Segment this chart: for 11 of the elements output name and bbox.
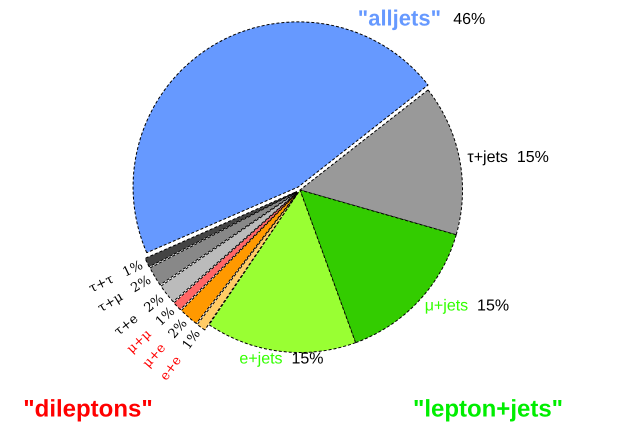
- data-label: 15%: [477, 298, 510, 315]
- slice-label: μ+jets: [424, 298, 468, 315]
- slice-label: "alljets": [358, 6, 442, 31]
- slice-label: e+e: [157, 353, 185, 384]
- data-label: 15%: [291, 350, 324, 368]
- text: "lepton+jets": [412, 396, 564, 423]
- data-label: 15%: [516, 148, 549, 166]
- slice-label: e+jets: [239, 350, 283, 368]
- slice-label: τ+jets: [467, 148, 508, 166]
- text: "dileptons": [23, 396, 153, 423]
- data-label: 46%: [453, 11, 486, 28]
